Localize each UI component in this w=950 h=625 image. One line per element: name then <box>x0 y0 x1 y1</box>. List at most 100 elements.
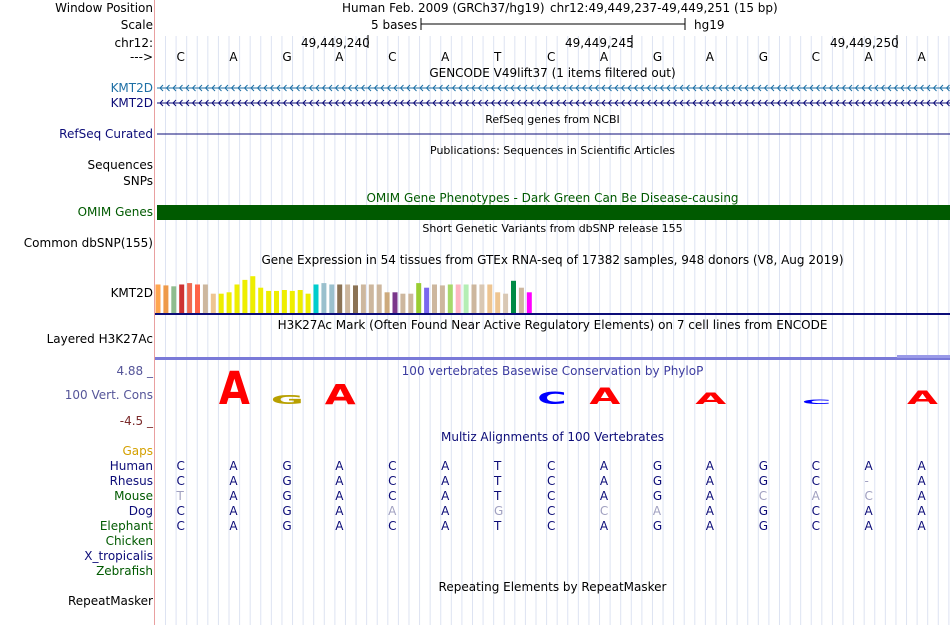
dbsnp-track-title[interactable]: Short Genetic Variants from dbSNP releas… <box>422 222 683 235</box>
alignment-base: A <box>705 519 714 533</box>
header-base: C <box>546 50 556 64</box>
strand-chevron <box>250 99 255 107</box>
alignment-base: A <box>864 459 873 473</box>
strand-chevron <box>893 99 898 107</box>
omim-track-title[interactable]: OMIM Gene Phenotypes - Dark Green Can Be… <box>366 191 739 205</box>
species-label[interactable]: Rhesus <box>109 474 153 488</box>
strand-chevron <box>646 99 651 107</box>
strand-chevron <box>627 99 632 107</box>
strand-chevron <box>854 99 859 107</box>
strand-chevron <box>510 84 515 92</box>
strand-chevron <box>263 84 268 92</box>
strand-chevron <box>737 99 742 107</box>
strand-chevron <box>750 99 755 107</box>
strand-chevron <box>594 99 599 107</box>
strand-chevron <box>835 84 840 92</box>
multiz-track-title[interactable]: Multiz Alignments of 100 Vertebrates <box>440 430 665 444</box>
species-label[interactable]: Dog <box>128 504 153 518</box>
h3k27ac-peak <box>897 355 950 358</box>
phylop-track-title[interactable]: 100 vertebrates Basewise Conservation by… <box>401 364 704 378</box>
header-base: A <box>599 50 609 64</box>
strand-chevron <box>386 99 391 107</box>
gtex-tissue-bar <box>195 284 200 313</box>
phylop-base-letter: A <box>325 379 357 411</box>
species-label[interactable]: Elephant <box>99 519 153 533</box>
strand-chevron <box>523 84 528 92</box>
strand-chevron <box>373 84 378 92</box>
strand-chevron <box>737 84 742 92</box>
strand-chevron <box>406 99 411 107</box>
sequences-label[interactable]: Sequences <box>87 158 153 172</box>
strand-chevron <box>477 84 482 92</box>
strand-chevron <box>568 84 573 92</box>
alignment-base: C <box>546 504 556 518</box>
alignment-base: A <box>705 474 714 488</box>
species-label[interactable]: Zebrafish <box>96 564 153 578</box>
header-base: A <box>441 50 450 64</box>
gencode-gene-1[interactable]: KMT2D <box>110 81 153 95</box>
alignment-base: A <box>441 519 450 533</box>
strand-chevron <box>880 99 885 107</box>
gtex-tissue-bar <box>155 284 161 313</box>
strand-chevron <box>276 99 281 107</box>
gtex-tissue-bar <box>313 284 319 313</box>
gtex-gene-label[interactable]: KMT2D <box>110 286 153 300</box>
gencode-gene-2[interactable]: KMT2D <box>110 96 153 110</box>
strand-chevron <box>425 84 430 92</box>
gtex-track-title[interactable]: Gene Expression in 54 tissues from GTEx … <box>261 253 844 267</box>
strand-chevron <box>360 84 365 92</box>
repeatmasker-label[interactable]: RepeatMasker <box>67 594 153 608</box>
snps-label[interactable]: SNPs <box>123 174 153 188</box>
alignment-base: A <box>229 474 238 488</box>
h3k27ac-label[interactable]: Layered H3K27Ac <box>46 332 153 346</box>
alignment-base: - <box>864 474 869 488</box>
strand-chevron <box>672 84 677 92</box>
h3k27ac-track-title[interactable]: H3K27Ac Mark (Often Found Near Active Re… <box>277 318 828 332</box>
strand-chevron <box>523 99 528 107</box>
species-label[interactable]: Mouse <box>114 489 153 503</box>
alignment-base: A <box>441 489 450 503</box>
gtex-tissue-bar <box>479 284 485 313</box>
strand-chevron <box>757 99 762 107</box>
gtex-tissue-bar <box>321 283 327 313</box>
gencode-track-title[interactable]: GENCODE V49lift37 (1 items filtered out) <box>429 66 676 80</box>
species-label[interactable]: Chicken <box>105 534 153 548</box>
gtex-tissue-bar <box>471 284 477 313</box>
repeatmasker-track-title[interactable]: Repeating Elements by RepeatMasker <box>438 580 667 594</box>
strand-chevron <box>705 99 710 107</box>
alignment-base: C <box>599 504 609 518</box>
species-label[interactable]: Human <box>109 459 153 473</box>
gtex-tissue-bar <box>297 290 303 313</box>
refseq-label[interactable]: RefSeq Curated <box>59 127 153 141</box>
alignment-base: A <box>652 504 662 518</box>
alignment-base: C <box>176 459 185 473</box>
strand-chevron <box>542 99 547 107</box>
strand-chevron <box>679 84 684 92</box>
refseq-track-title[interactable]: RefSeq genes from NCBI <box>485 113 620 126</box>
alignment-base: G <box>652 519 663 533</box>
alignment-base: C <box>176 504 185 518</box>
phylop-label[interactable]: 100 Vert. Cons <box>64 388 153 402</box>
omim-label[interactable]: OMIM Genes <box>77 205 153 219</box>
gtex-tissue-bar <box>234 284 240 313</box>
strand-chevron <box>945 99 950 107</box>
strand-chevron <box>828 99 833 107</box>
publications-track-title[interactable]: Publications: Sequences in Scientific Ar… <box>430 144 675 157</box>
window-position[interactable]: chr12:49,449,237-49,449,251 (15 bp) <box>550 1 778 15</box>
strand-chevron <box>432 84 437 92</box>
strand-chevron <box>529 84 534 92</box>
strand-chevron <box>594 84 599 92</box>
gtex-tissue-bar <box>503 293 509 313</box>
alignment-base: C <box>864 489 873 503</box>
strand-chevron <box>458 99 463 107</box>
strand-chevron <box>490 99 495 107</box>
alignment-base: T <box>494 489 502 503</box>
omim-gene-bar <box>157 205 950 220</box>
strand-chevron <box>198 84 203 92</box>
species-label[interactable]: X_tropicalis <box>84 549 153 563</box>
strand-chevron <box>549 99 554 107</box>
strand-chevron <box>835 99 840 107</box>
alignment-base: G <box>758 474 768 488</box>
dbsnp-label[interactable]: Common dbSNP(155) <box>23 236 153 250</box>
alignment-base: T <box>176 489 184 503</box>
